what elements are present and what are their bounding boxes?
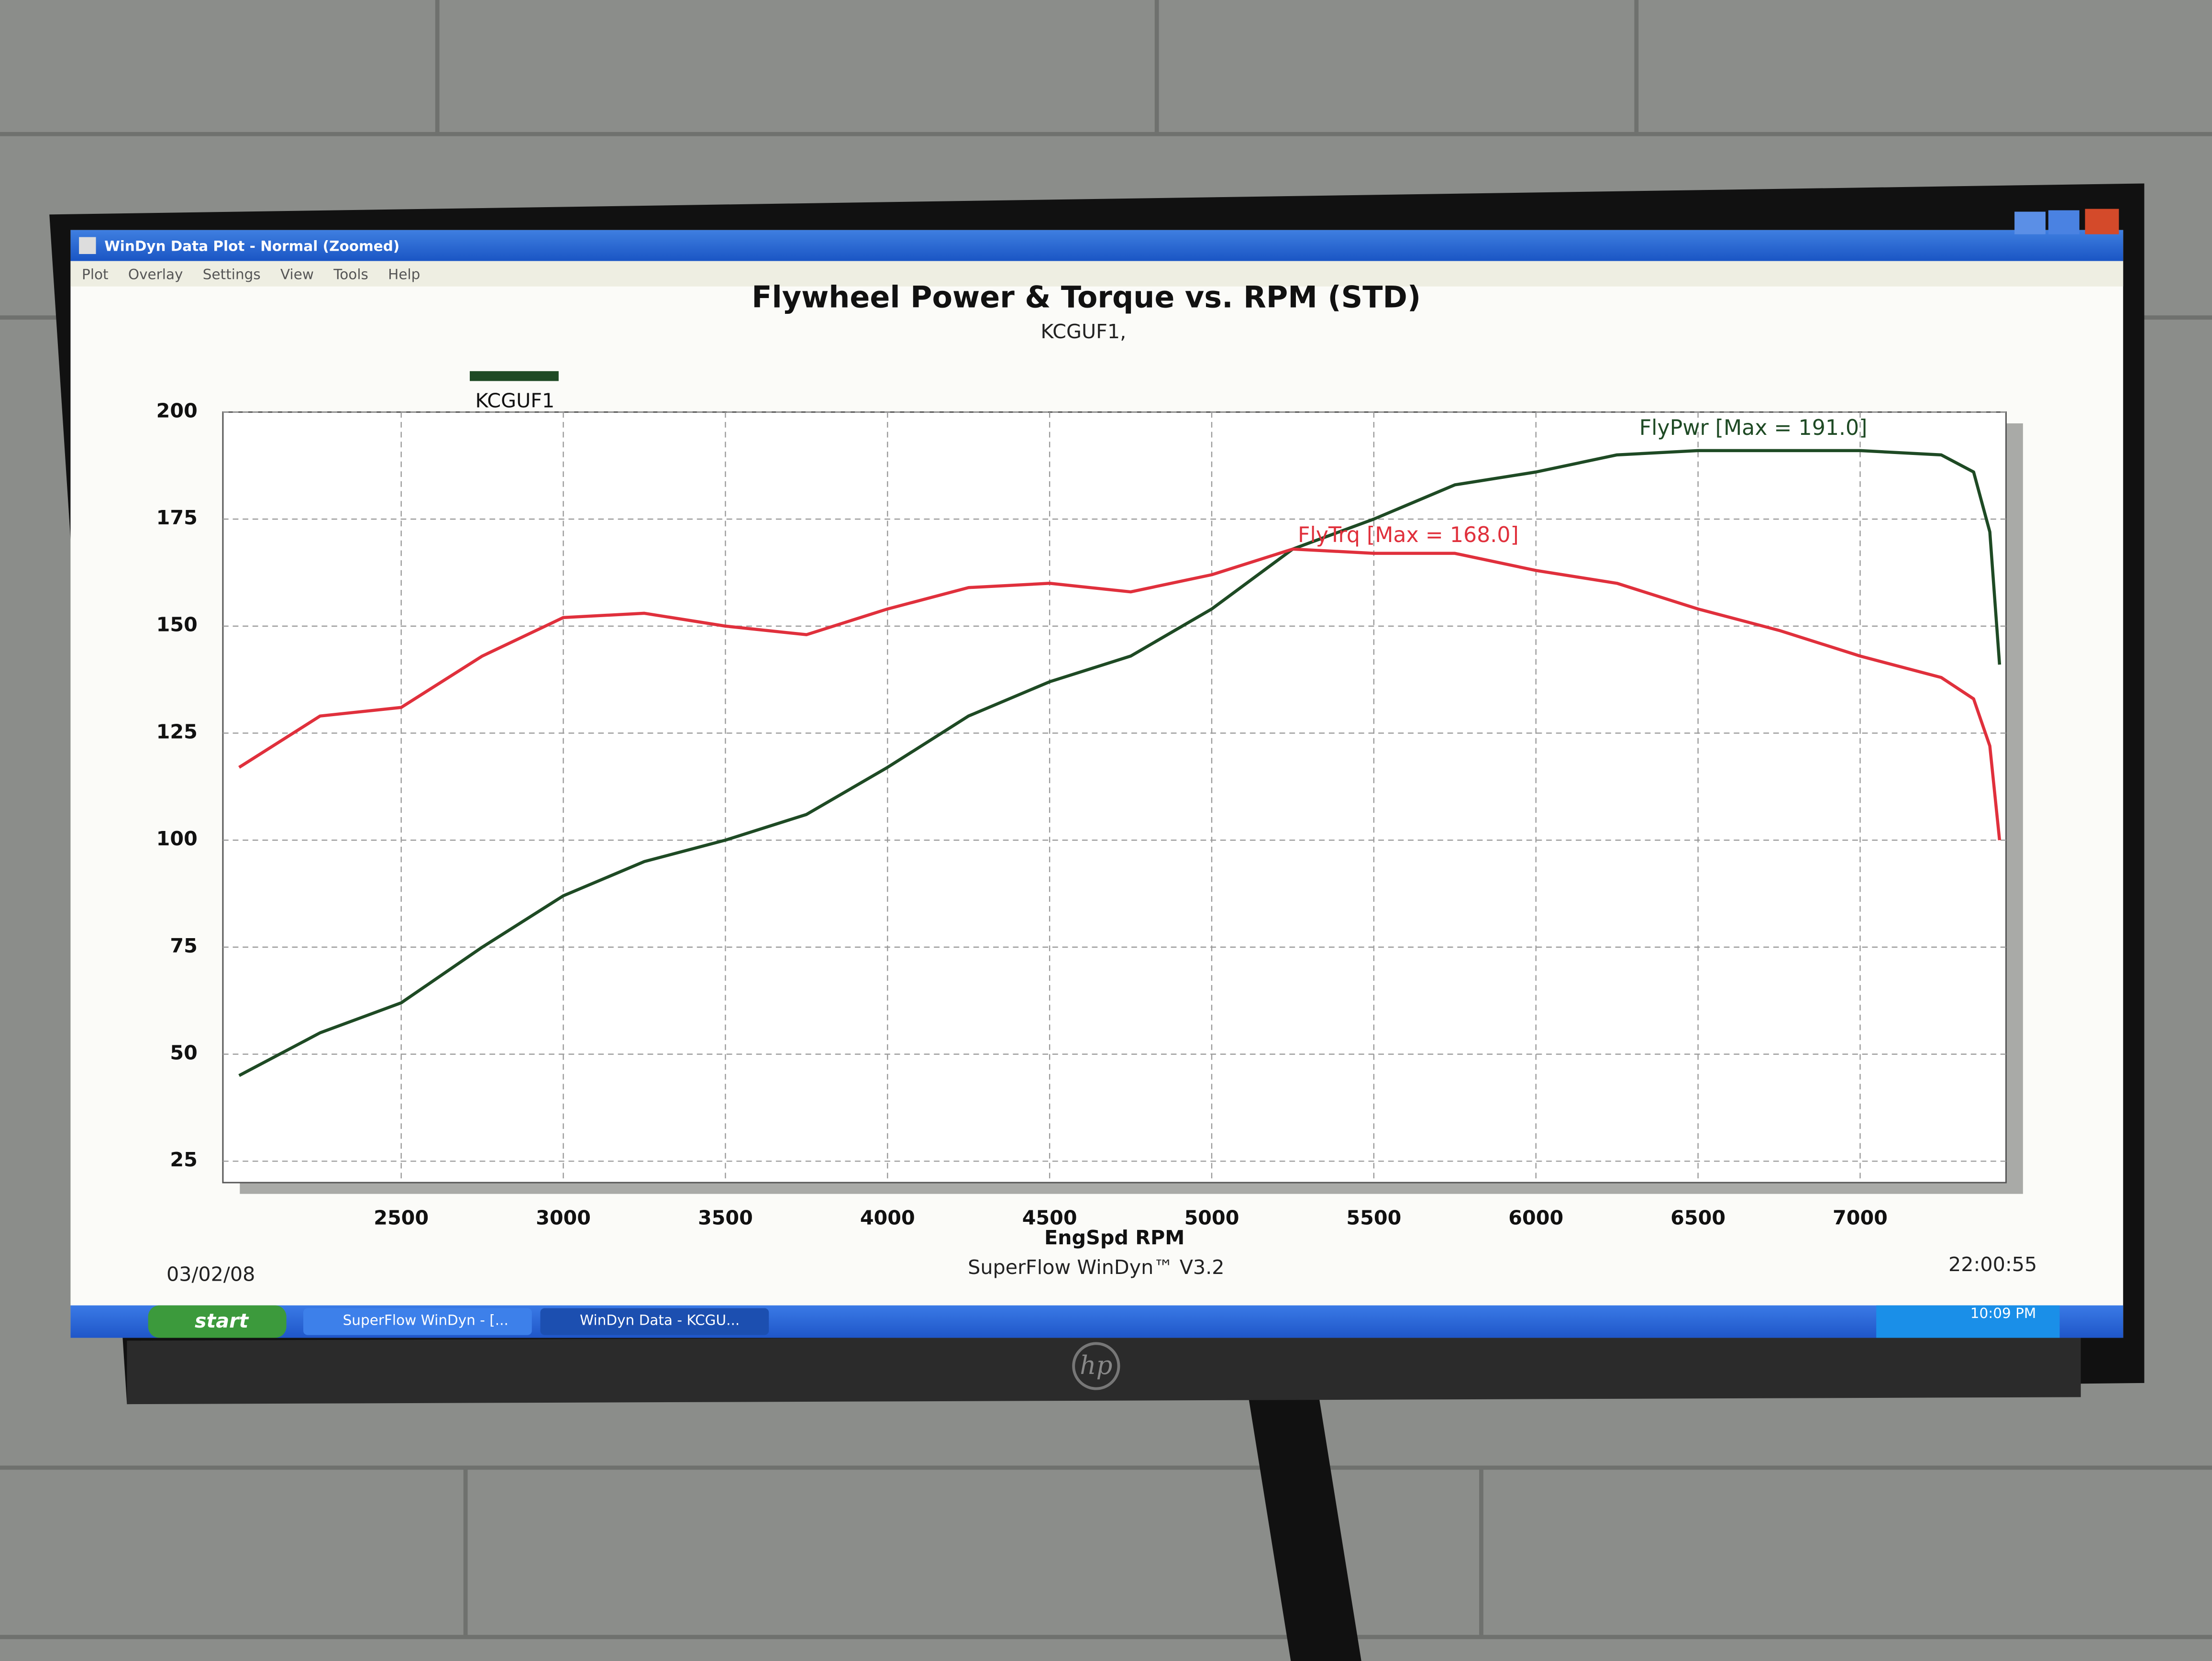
x-tick-label: 4000 (860, 1207, 915, 1229)
legend-swatch (470, 371, 559, 381)
menu-item[interactable]: Overlay (128, 266, 183, 283)
plot-area (222, 411, 2007, 1184)
monitor-chin (127, 1333, 2081, 1405)
y-tick-label: 200 (156, 399, 198, 422)
y-tick-label: 175 (156, 506, 198, 529)
series-label: FlyTrq [Max = 168.0] (1298, 523, 1519, 547)
series-line (238, 449, 2002, 1077)
legend-label: KCGUF1 (475, 389, 554, 412)
task-button[interactable] (303, 1308, 532, 1335)
x-tick-label: 4500 (1022, 1207, 1077, 1229)
x-tick-label: 6000 (1508, 1207, 1563, 1229)
x-axis-label: EngSpd RPM (1044, 1226, 1184, 1249)
task-button[interactable] (540, 1308, 769, 1335)
menu-item[interactable]: Plot (82, 266, 109, 283)
clock: 10:09 PM (1970, 1305, 2036, 1321)
logo-ring (1072, 1342, 1120, 1390)
chart: Flywheel Power & Torque vs. RPM (STD) KCG… (156, 280, 2037, 1285)
start-label: start (195, 1309, 249, 1332)
task-label: SuperFlow WinDyn - [... (343, 1312, 509, 1329)
x-tick-label: 7000 (1833, 1207, 1888, 1229)
x-tick-label: 2500 (374, 1207, 429, 1229)
close-button[interactable] (2085, 209, 2119, 234)
menu-item[interactable]: Settings (203, 266, 261, 283)
monitor-stand (1248, 1397, 1361, 1661)
x-tick-label: 3500 (698, 1207, 753, 1229)
task-buttons: SuperFlow WinDyn - [... WinDyn Data - KCG… (303, 1308, 769, 1335)
x-tick-label: 5500 (1346, 1207, 1401, 1229)
x-tick-label: 6500 (1670, 1207, 1725, 1229)
menu-item[interactable]: View (280, 266, 314, 283)
y-tick-label: 50 (170, 1041, 197, 1064)
menu-item[interactable]: Tools (333, 266, 368, 283)
window-title: WinDyn Data Plot - Normal (Zoomed) (104, 238, 399, 255)
app-icon (79, 237, 96, 254)
chart-title: Flywheel Power & Torque vs. RPM (STD) (752, 280, 1421, 314)
brand-logo: hp (1080, 1351, 1112, 1380)
y-tick-label: 150 (156, 613, 198, 636)
footer-date: 03/02/08 (166, 1263, 255, 1286)
start-button[interactable] (148, 1305, 287, 1338)
task-label: WinDyn Data - KCGU... (580, 1312, 740, 1329)
maximize-button[interactable] (2048, 210, 2079, 234)
x-tick-label: 5000 (1184, 1207, 1239, 1229)
y-tick-label: 125 (156, 720, 198, 743)
tray (1876, 1305, 2060, 1338)
footer-time: 22:00:55 (1948, 1253, 2037, 1276)
menu: Plot Overlay Settings View Tools Help (82, 266, 420, 283)
x-tick-label: 3000 (536, 1207, 591, 1229)
footer-credit: SuperFlow WinDyn™ V3.2 (968, 1256, 1224, 1279)
title-bar (70, 230, 2124, 261)
menu-item[interactable]: Help (388, 266, 420, 283)
y-tick-label: 100 (156, 827, 198, 850)
chart-subtitle: KCGUF1, (1040, 320, 1126, 343)
minimize-button[interactable] (2014, 211, 2046, 234)
y-tick-label: 75 (170, 934, 197, 957)
menu-bar (70, 261, 2124, 287)
series-line (238, 547, 2002, 841)
series-label: FlyPwr [Max = 191.0] (1639, 416, 1868, 440)
y-tick-label: 25 (170, 1148, 197, 1171)
